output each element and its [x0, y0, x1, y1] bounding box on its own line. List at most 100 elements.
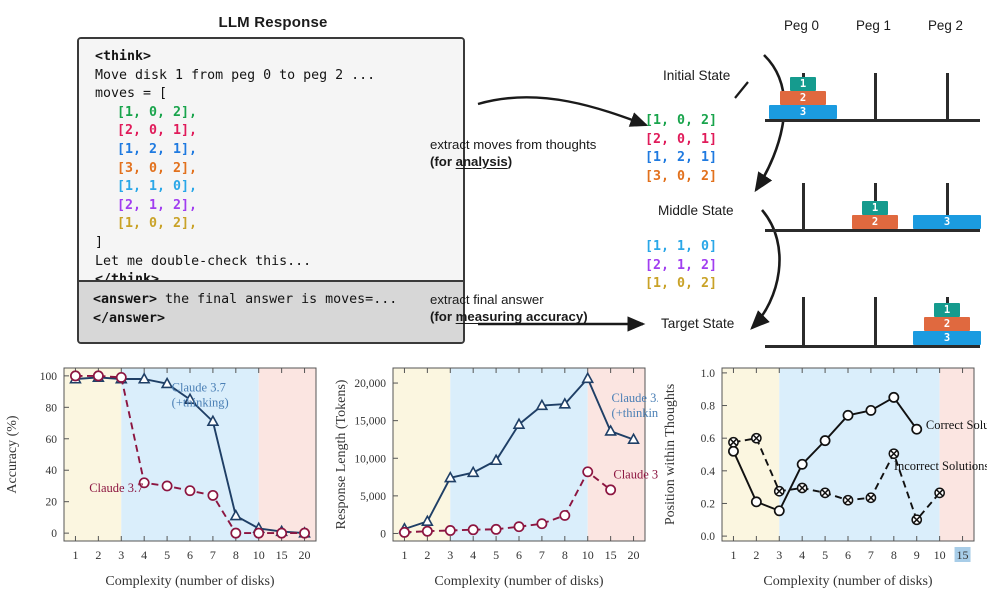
y-tick-label: 20 [46, 497, 58, 509]
series-marker [421, 514, 434, 526]
hanoi-peg-1 [874, 73, 877, 119]
x-tick-label: 7 [539, 548, 545, 562]
answer-line: </answer> [93, 310, 166, 326]
series-marker [605, 484, 617, 496]
x-tick-label: 4 [141, 548, 147, 562]
series-marker [751, 432, 762, 444]
series-marker [888, 391, 900, 403]
x-tick-label: 4 [470, 548, 476, 562]
chart-band-1 [779, 368, 940, 541]
series-marker [535, 398, 549, 411]
caption-extract-moves: extract moves from thoughts (for analysi… [430, 136, 596, 170]
chart-position-thoughts: 0.0 0.2 0.4 0.6 0.8 1.0 1 2 3 4 5 6 7 8 9 10 15 Complexit… [658, 355, 987, 593]
code-line: Move disk 1 from peg 0 to peg 2 ... [95, 67, 376, 83]
series-marker [728, 445, 739, 457]
series-marker [206, 414, 220, 427]
series-marker [819, 487, 831, 499]
chart-annotation: (+thinking) [612, 406, 658, 420]
series-marker [421, 525, 433, 537]
chart-svg: 0 20 40 60 80 100 1 2 3 4 5 6 7 8 10 15 20 Complexity (nu… [5, 367, 317, 589]
series-marker [582, 466, 594, 478]
x-tick-label: 8 [562, 548, 568, 562]
x-tick-label: 3 [447, 548, 453, 562]
x-tick-label: 2 [753, 548, 759, 562]
move-entry: [1, 0, 2] [645, 113, 718, 128]
x-tick-label: 10 [582, 548, 594, 562]
series-marker [489, 453, 503, 466]
state-label-middle: Middle State [658, 203, 734, 218]
y-axis-label: Response Length (Tokens) [334, 379, 349, 529]
move-entry: [2, 1, 2] [645, 257, 718, 273]
series-marker [92, 370, 104, 382]
y-tick-label: 0 [380, 528, 386, 540]
series-marker [796, 482, 808, 494]
move-entry: [1, 2, 1] [645, 150, 718, 166]
series-marker [299, 527, 310, 539]
x-tick-label: 10 [253, 548, 265, 562]
y-tick-label: 5,000 [360, 491, 386, 503]
x-tick-label: 8 [891, 548, 897, 562]
chart-band-0 [64, 368, 122, 541]
extracted-moves-middle: [1, 1, 0] [2, 1, 2] [1, 0, 2] [645, 238, 717, 294]
x-tick-label: 5 [164, 548, 170, 562]
series-marker [750, 496, 762, 508]
series-marker [184, 485, 196, 497]
code-line: [1, 0, 2], [117, 104, 198, 120]
series-marker [865, 404, 877, 416]
series-marker [466, 465, 480, 478]
x-tick-label: 6 [845, 548, 851, 562]
series-marker [183, 392, 197, 404]
chart-series-1 [728, 432, 945, 526]
x-tick-label: 6 [516, 548, 522, 562]
x-tick-label: 8 [233, 548, 239, 562]
hanoi-base [765, 345, 980, 348]
series-marker [161, 480, 173, 492]
move-entry: [3, 0, 2] [645, 168, 718, 184]
series-marker [819, 435, 831, 447]
series-marker [558, 397, 572, 409]
chart-accuracy: 0 20 40 60 80 100 1 2 3 4 5 6 7 8 10 15 20 Complexity (nu… [0, 355, 329, 593]
x-axis-label: Complexity (number of disks) [105, 574, 274, 589]
chart-series-1 [70, 370, 310, 539]
chart-svg: 0.0 0.2 0.4 0.6 0.8 1.0 1 2 3 4 5 6 7 8 9 10 15 Complexit… [663, 367, 987, 589]
hanoi-peg-1 [874, 297, 877, 345]
hanoi-disk-1: 1 [934, 303, 960, 317]
hanoi-disk-1: 1 [862, 201, 888, 215]
series-marker [399, 526, 410, 538]
series-line [404, 470, 612, 534]
series-marker [796, 458, 808, 470]
code-line: [1, 0, 2], [117, 216, 198, 232]
series-marker [443, 470, 457, 483]
series-marker [467, 524, 479, 536]
move-entry: [1, 1, 0] [645, 239, 718, 254]
x-tick-label: 7 [868, 548, 874, 562]
x-tick-label: 20 [628, 548, 640, 562]
x-tick-label: 7 [210, 548, 216, 562]
x-tick-label: 15 [276, 548, 288, 562]
x-tick-label: 20 [299, 548, 311, 562]
series-marker [773, 485, 785, 497]
state-label-target: Target State [661, 316, 735, 331]
code-line: [1, 1, 0], [117, 179, 198, 195]
hanoi-base [765, 119, 980, 122]
x-tick-label: 5 [822, 548, 828, 562]
series-marker [207, 489, 219, 501]
caption-extract-answer-line2: (for measuring accuracy) [430, 309, 588, 324]
series-marker [773, 505, 785, 517]
y-axis-label: Accuracy (%) [5, 415, 20, 493]
code-line: <think> [95, 49, 152, 64]
y-tick-label: 60 [46, 434, 58, 446]
answer-block: <answer> the final answer is moves=... </… [79, 280, 463, 342]
llm-response-card: <think> Move disk 1 from peg 0 to peg 2 .… [77, 37, 465, 344]
chart-annotation: (+thinking) [172, 396, 229, 410]
y-tick-label: 0.4 [701, 466, 716, 478]
x-tick-label: 9 [914, 548, 920, 562]
chart-series-0 [728, 391, 923, 517]
y-tick-label: 20,000 [354, 378, 386, 390]
chart-band-2 [258, 368, 316, 541]
code-line: [3, 0, 2], [117, 160, 198, 176]
series-marker [490, 523, 502, 535]
y-tick-label: 0.8 [701, 401, 716, 413]
